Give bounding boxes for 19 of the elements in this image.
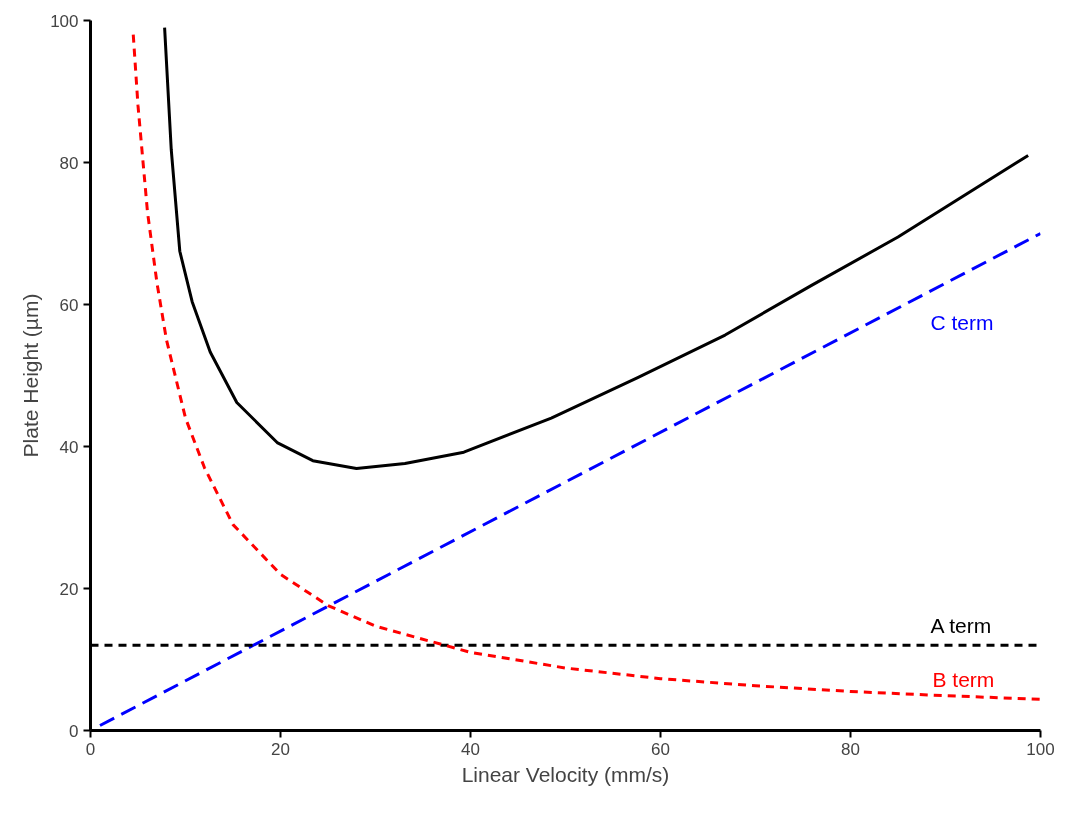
series-label: B term <box>932 668 995 692</box>
y-tick-label: 60 <box>59 295 79 315</box>
x-tick-label: 20 <box>271 739 290 759</box>
y-axis-title: Plate Height (µm) <box>19 293 43 458</box>
x-tick-label: 100 <box>1026 739 1055 759</box>
x-tick-label: 80 <box>841 739 860 759</box>
x-tick-label: 60 <box>651 739 670 759</box>
series-label: C term <box>930 310 994 334</box>
line-series <box>131 33 1041 701</box>
x-tick-label: 0 <box>85 739 96 759</box>
line-series <box>163 26 1030 471</box>
series-label: A term <box>930 614 992 638</box>
y-tick-label: 80 <box>59 153 79 173</box>
x-tick-label: 40 <box>461 739 480 759</box>
y-tick-label: 0 <box>69 721 79 741</box>
y-tick-label: 20 <box>59 579 79 599</box>
y-tick-label: 100 <box>50 11 79 31</box>
y-tick-label: 40 <box>59 437 79 457</box>
x-axis-title: Linear Velocity (mm/s) <box>461 762 670 786</box>
